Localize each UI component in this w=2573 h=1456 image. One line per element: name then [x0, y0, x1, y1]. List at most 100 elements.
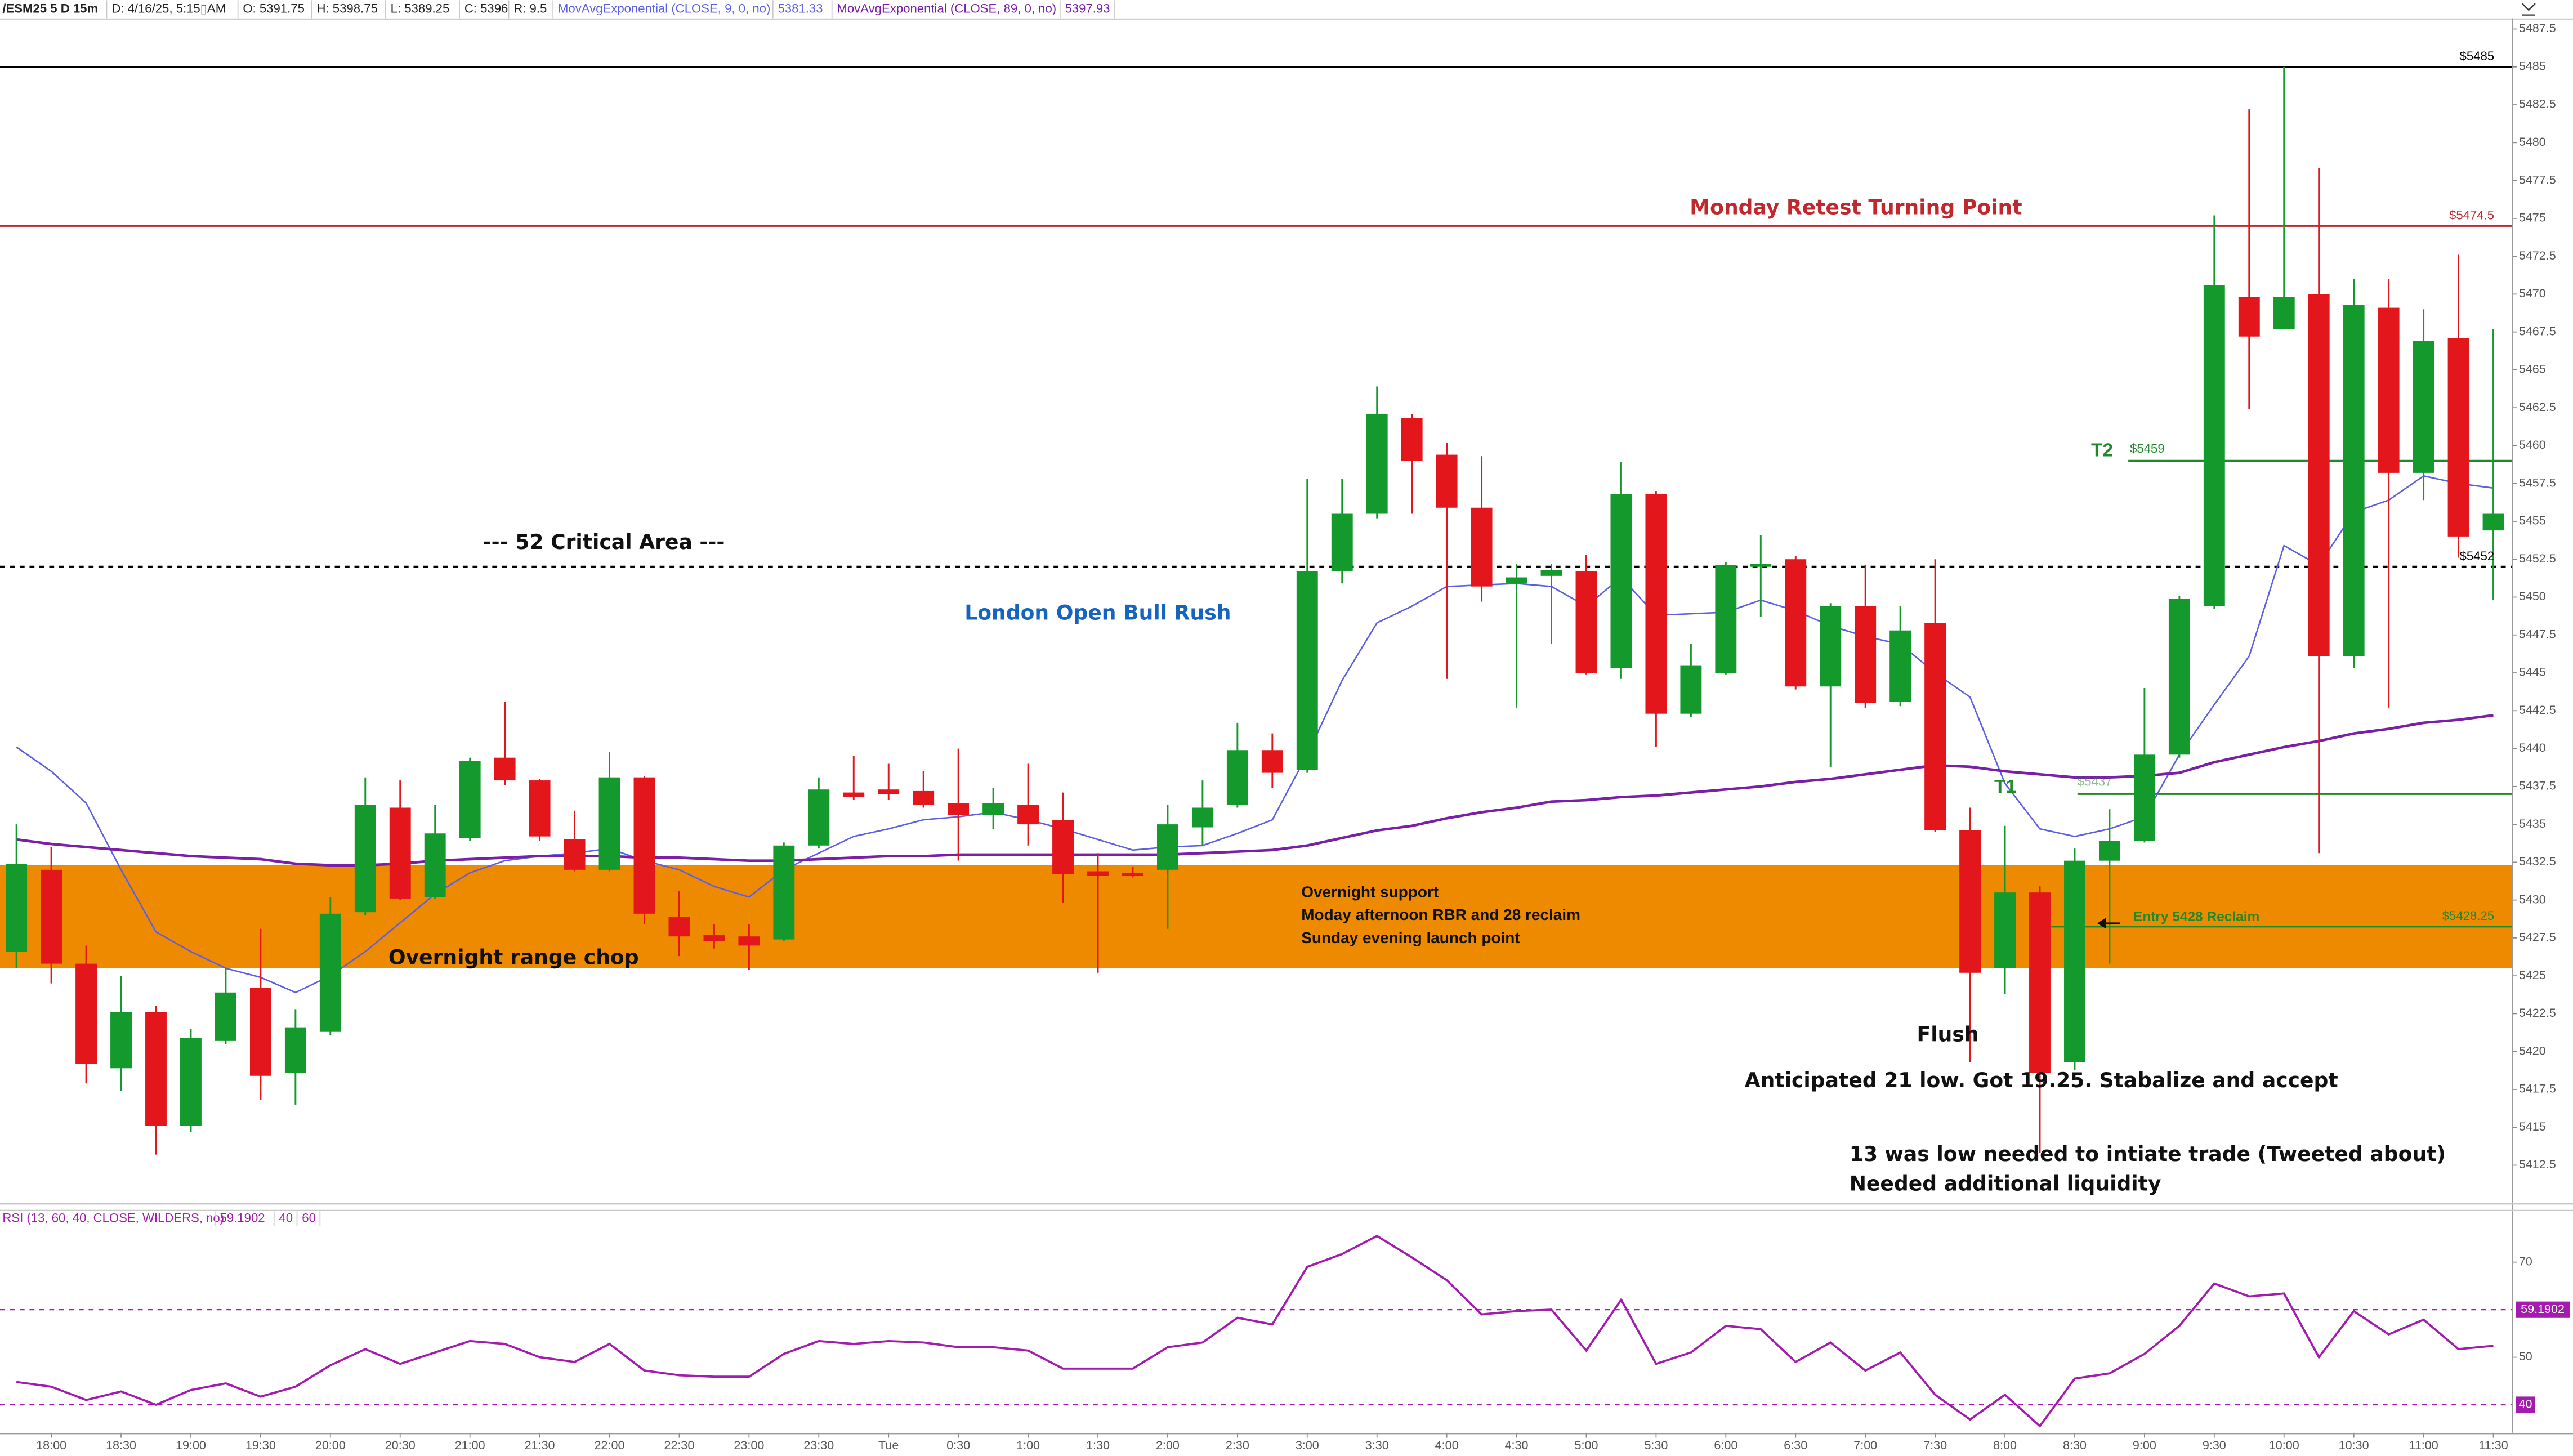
candle-body: [459, 761, 481, 838]
candle-body: [180, 1038, 202, 1126]
rsi-badge: [2515, 1301, 2570, 1318]
candle-body: [1366, 413, 1388, 514]
rsi-badge-label: 59.1902: [2521, 1302, 2565, 1316]
candle-body: [424, 833, 446, 897]
candle-body: [2168, 599, 2190, 755]
rsi-level: 60: [302, 1211, 316, 1225]
y-tick-label: 5467.5: [2519, 324, 2556, 338]
level-tag: Entry 5428 Reclaim: [2133, 909, 2259, 924]
candle-body: [2273, 297, 2295, 329]
candle-body: [2308, 294, 2330, 656]
candle-body: [2133, 754, 2155, 841]
x-tick-label: 7:00: [1853, 1438, 1877, 1452]
candle-body: [389, 807, 411, 899]
y-tick-label: 5432.5: [2519, 854, 2556, 868]
candle-body: [1855, 606, 1877, 703]
level-label: $5452: [2460, 549, 2495, 563]
x-tick-label: 9:00: [2133, 1438, 2156, 1452]
x-tick-label: 7:30: [1923, 1438, 1947, 1452]
x-tick-label: 22:00: [595, 1438, 625, 1452]
annotation: Needed additional liquidity: [1850, 1172, 2161, 1196]
y-tick-label: 5415: [2519, 1119, 2546, 1133]
candle-body: [494, 757, 516, 781]
x-tick-label: 9:30: [2203, 1438, 2226, 1452]
candle-body: [1261, 750, 1283, 773]
candle-body: [913, 790, 935, 805]
header-info: O: 5391.75: [243, 1, 305, 15]
candle-body: [843, 792, 865, 797]
x-tick-label: 2:30: [1226, 1438, 1249, 1452]
candle-body: [110, 1012, 132, 1069]
candle-body: [1331, 513, 1353, 571]
x-tick-label: 4:00: [1435, 1438, 1459, 1452]
y-tick-label: 50: [2519, 1349, 2532, 1363]
candle-body: [2064, 860, 2085, 1062]
candle-body: [703, 935, 725, 941]
y-tick-label: 5485: [2519, 59, 2546, 73]
x-tick-label: 19:00: [176, 1438, 206, 1452]
candle-body: [2413, 341, 2434, 473]
level-label: $5474.5: [2449, 208, 2494, 222]
candle-body: [1750, 564, 1772, 567]
candle-body: [6, 864, 28, 952]
y-tick-label: 5477.5: [2519, 172, 2556, 186]
candle-body: [1994, 892, 2016, 968]
y-tick-label: 5475: [2519, 211, 2546, 225]
plot-layer: [0, 28, 2517, 1438]
y-tick-label: 5462.5: [2519, 400, 2556, 414]
candle-body: [1226, 750, 1248, 805]
candle-body: [1575, 571, 1597, 673]
annotation: London Open Bull Rush: [964, 600, 1231, 624]
y-tick-label: 5442.5: [2519, 703, 2556, 717]
x-tick-label: 11:30: [2478, 1438, 2508, 1452]
candle-body: [948, 803, 970, 815]
level-label: $5485: [2460, 49, 2495, 63]
candle-layer: [6, 66, 2504, 1155]
y-tick-label: 5450: [2519, 589, 2546, 603]
y-tick-label: 5455: [2519, 513, 2546, 528]
moving-average: [16, 475, 2494, 994]
x-tick-label: 4:30: [1505, 1438, 1529, 1452]
candle-body: [2343, 305, 2365, 656]
y-tick-label: 5430: [2519, 892, 2546, 906]
level-label: $5437: [2078, 775, 2112, 789]
candle-body: [2098, 841, 2120, 861]
y-tick-label: 5422.5: [2519, 1006, 2556, 1020]
y-tick-label: 5417.5: [2519, 1082, 2556, 1096]
x-tick-label: 21:00: [455, 1438, 485, 1452]
candle-body: [1820, 606, 1842, 687]
x-tick-label: 20:00: [315, 1438, 346, 1452]
corner-icon[interactable]: [2521, 3, 2536, 16]
x-tick-label: 5:30: [1644, 1438, 1668, 1452]
x-tick-label: 21:30: [525, 1438, 555, 1452]
x-tick-label: 8:30: [2063, 1438, 2087, 1452]
y-tick-label: 70: [2519, 1254, 2532, 1268]
x-tick-label: 10:30: [2339, 1438, 2369, 1452]
x-tick-label: 23:30: [803, 1438, 834, 1452]
level-tag: T2: [2091, 440, 2113, 461]
candle-body: [354, 805, 376, 913]
y-tick-label: 5412.5: [2519, 1157, 2556, 1171]
y-tick-label: 5487.5: [2519, 21, 2556, 35]
header-info: C: 5396: [464, 1, 508, 15]
y-tick-label: 5457.5: [2519, 475, 2556, 489]
legend-value: 5381.33: [778, 1, 823, 15]
candle-body: [982, 803, 1004, 815]
candle-body: [284, 1027, 306, 1073]
candle-body: [1785, 559, 1807, 687]
candle-body: [598, 777, 620, 870]
text-layer: Overnight support Moday afternoon RBR and…: [36, 21, 2570, 1452]
candle-body: [1296, 571, 1318, 770]
level-text: Monday Retest Turning Point: [1690, 195, 2022, 220]
candle-body: [1052, 820, 1074, 874]
candle-body: [2447, 338, 2469, 537]
x-tick-label: 22:30: [664, 1438, 694, 1452]
header-separators: [106, 0, 1115, 19]
x-tick-label: 10:00: [2269, 1438, 2299, 1452]
header-info: R: 9.5: [513, 1, 547, 15]
rsi-value: 59.1902: [220, 1211, 265, 1225]
y-tick-label: 5470: [2519, 286, 2546, 300]
candle-body: [564, 839, 586, 870]
